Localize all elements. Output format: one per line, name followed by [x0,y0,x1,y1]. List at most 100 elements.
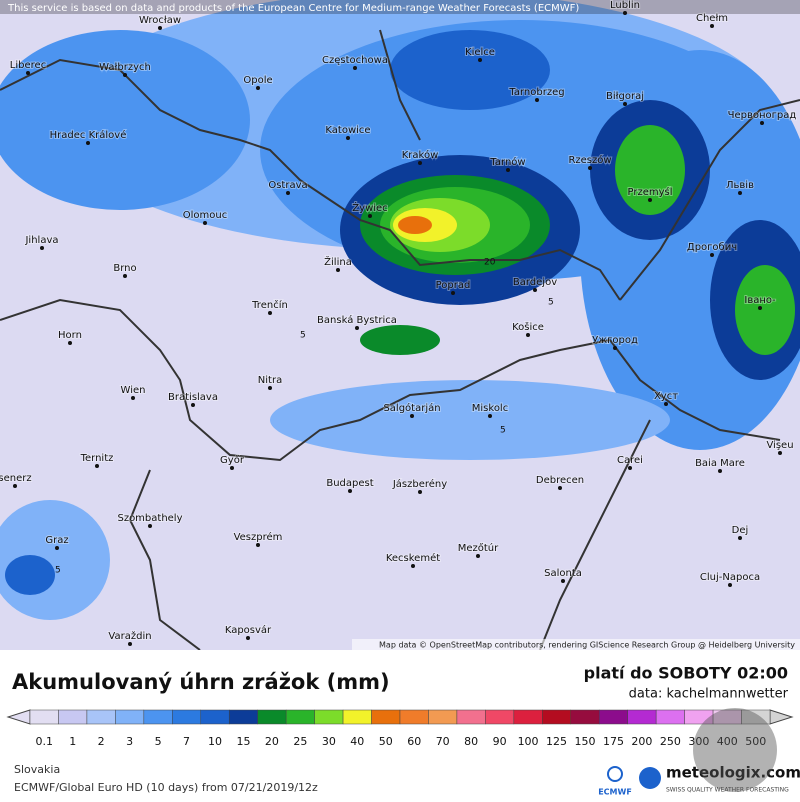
city-dot [40,246,44,250]
city-label: Brno [113,263,136,274]
city-label: Jászberény [392,478,447,490]
city-label: Trenčín [251,299,288,311]
scale-swatch [570,709,600,725]
city-label: Івано- [744,295,776,306]
city-dot [95,464,99,468]
city-dot [86,141,90,145]
scale-swatch [598,709,628,725]
city-dot [526,333,530,337]
scale-label: 125 [546,735,567,748]
scale-swatch [86,709,116,725]
city-label: Дрогобич [687,242,737,253]
scale-swatch [172,709,202,725]
city-dot [336,268,340,272]
city-dot [410,414,414,418]
city-label: Rzeszów [568,154,611,166]
city-label: Veszprém [234,531,283,543]
color-scale: 0.1 1 2 3 5 7 10 15 20 25 30 40 50 60 70 80 90 100 125 150 1… [6,709,794,748]
city-dot [256,86,260,90]
city-label: Salonta [544,568,582,579]
legend-title: Akumulovaný úhrn zrážok (mm) [12,670,390,694]
scale-swatch [115,709,145,725]
notice: This service is based on data and produc… [7,3,579,14]
scale-label: 500 [745,735,766,748]
scale-swatch [399,709,429,725]
scale-label: 10 [208,735,222,748]
city-dot [13,484,17,488]
contour-label: 20 [484,258,496,268]
city-label: Baia Mare [695,458,745,469]
scale-swatch [542,709,572,725]
city-label: Szombathely [117,513,182,524]
city-label: Częstochowa [322,55,388,66]
scale-label: 7 [183,735,190,748]
city-dot [55,546,59,550]
city-dot [268,311,272,315]
city-label: Dej [732,525,749,536]
scale-label: 70 [436,735,450,748]
scale-swatch [655,709,685,725]
city-dot [353,66,357,70]
scale-swatch [741,709,771,725]
city-label: Cluj-Napoca [700,572,760,583]
scale-swatch [29,709,59,725]
city-label: Debrecen [536,475,584,486]
city-dot [26,71,30,75]
scale-label: 40 [350,735,364,748]
city-label: Kecskemét [386,552,440,564]
city-label: Hradec Králové [50,129,127,141]
scale-swatch [228,709,258,725]
scale-label: 250 [660,735,681,748]
city-label: senerz [0,473,32,484]
scale-arrow-left [6,709,31,725]
city-dot [478,58,482,62]
scale-label: 5 [155,735,162,748]
city-dot [148,524,152,528]
scale-label: 25 [293,735,307,748]
city-label: Chełm [696,13,728,24]
scale-arrow-right [769,709,794,725]
city-label: Wien [121,385,146,396]
city-dot [561,579,565,583]
scale-label: 400 [717,735,738,748]
scale-swatch [285,709,315,725]
borders [0,29,800,650]
notice-bg [0,0,800,14]
meteologix-logo [639,767,661,789]
city-label: Győr [220,454,245,466]
city-dot [476,554,480,558]
city-label: Przemyśl [627,186,672,198]
city-label: Mezőtúr [458,542,499,554]
city-label: Lublin [610,0,640,11]
scale-swatch [428,709,458,725]
city-label: Salgótarján [383,402,440,414]
city-dot [131,396,135,400]
region: Slovakia [14,763,60,776]
city-dot [588,166,592,170]
city-label: Opole [243,75,272,86]
city-dot [68,341,72,345]
nav-overlay[interactable] [693,708,777,792]
city-label: Wałbrzych [99,62,151,73]
city-dot [158,26,162,30]
data-source: data: kachelmannwetter [629,687,789,702]
city-label: Хуст [654,391,678,402]
city-label: Budapest [326,478,373,489]
city-dot [535,98,539,102]
contour-label: 5 [500,426,506,436]
city-label: Biłgoraj [606,91,644,102]
city-dot [411,564,415,568]
scale-label: 200 [631,735,652,748]
city-label: Tarnów [489,156,525,168]
city-dot [738,536,742,540]
scale-swatch [342,709,372,725]
city-label: Nitra [258,375,282,386]
city-label: Jihlava [24,235,58,246]
city-dot [623,102,627,106]
city-label: Kaposvár [225,624,272,636]
city-label: Bratislava [168,392,218,403]
city-dot [203,221,207,225]
city-dot [613,346,617,350]
city-label: Ostrava [268,180,307,191]
